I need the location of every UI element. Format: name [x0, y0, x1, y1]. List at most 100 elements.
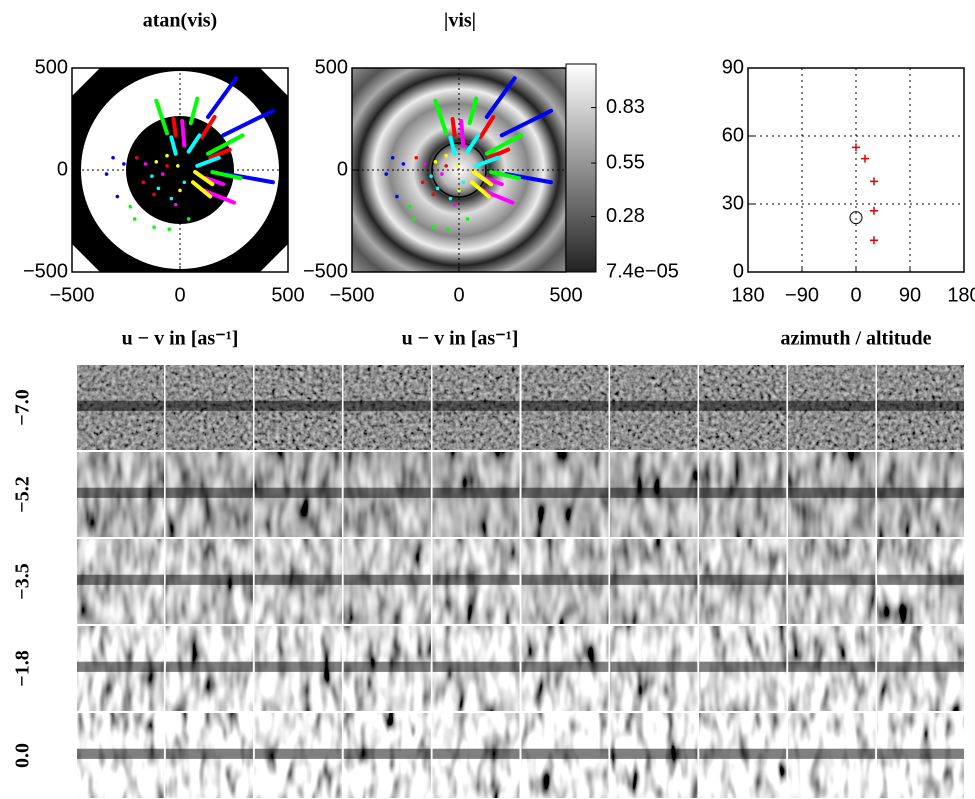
uv-dot: [182, 180, 187, 185]
uv-dot: [104, 172, 109, 176]
image-band: [77, 400, 164, 411]
image-band: [254, 400, 342, 411]
uv-track: [484, 76, 517, 119]
image-band: [521, 574, 609, 585]
y-tick-label: 500: [35, 56, 68, 78]
uv-dot: [150, 174, 154, 178]
uv-track: [195, 155, 221, 168]
uv-dot: [446, 227, 451, 231]
uv-dot: [429, 174, 433, 178]
uv-dot: [390, 155, 395, 160]
image-band: [254, 748, 342, 759]
uv-track: [169, 135, 178, 156]
uv-dot: [461, 180, 466, 185]
image-band: [77, 748, 164, 759]
plot-frame: [747, 67, 965, 273]
uv-track: [478, 114, 496, 140]
uv-track: [448, 135, 457, 156]
x-axis-label: u − v in [as⁻¹]: [122, 328, 239, 350]
uv-track: [188, 96, 200, 126]
uv-dot: [407, 204, 412, 209]
uv-track: [199, 114, 217, 140]
image-band: [788, 487, 876, 498]
x-tick-label: −90: [785, 284, 819, 306]
image-band: [877, 400, 964, 411]
uv-track: [484, 133, 524, 156]
image-band: [788, 574, 876, 585]
image-band: [699, 748, 787, 759]
y-tick-label: 90: [722, 56, 744, 78]
uv-track: [203, 176, 226, 187]
image-band: [610, 400, 698, 411]
image-band: [699, 487, 787, 498]
uv-dot: [135, 155, 139, 160]
image-band: [788, 400, 876, 411]
marker: [849, 211, 863, 225]
uv-dot: [444, 164, 448, 168]
uv-track: [433, 98, 449, 136]
x-tick-label: 180: [731, 284, 764, 306]
image-band: [165, 400, 253, 411]
x-tick-label: 0: [453, 284, 464, 306]
marker: [870, 206, 878, 215]
image-band: [432, 748, 520, 759]
uv-dot: [444, 153, 448, 158]
uv-track: [482, 176, 504, 187]
x-tick-label: 0: [850, 284, 861, 306]
uv-track: [186, 133, 202, 154]
image-band: [699, 661, 787, 672]
image-band: [254, 574, 342, 585]
uv-track: [486, 147, 511, 160]
uv-dot: [440, 172, 444, 176]
image-band: [77, 661, 164, 672]
uv-dot: [165, 153, 169, 158]
uv-track: [208, 147, 232, 160]
image-band: [165, 748, 253, 759]
image-band: [343, 400, 431, 411]
uv-track: [210, 170, 243, 181]
uv-dot: [401, 162, 406, 166]
uv-track: [465, 133, 481, 154]
uv-track: [474, 155, 500, 168]
uv-dot: [111, 155, 115, 160]
uv-dot: [169, 196, 174, 201]
uv-dot: [457, 188, 461, 193]
image-band: [521, 661, 609, 672]
uv-track: [469, 180, 491, 199]
uv-track: [206, 76, 239, 119]
colorbar: [565, 63, 597, 273]
uv-dot: [176, 164, 180, 168]
x-tick-label: −500: [329, 284, 374, 306]
y-tick-label: 0: [337, 158, 348, 180]
uv-dot: [115, 194, 120, 199]
uv-track: [467, 96, 479, 126]
uv-track: [489, 170, 521, 181]
uv-dot: [152, 225, 156, 229]
image-band: [343, 661, 431, 672]
uv-dot: [152, 192, 156, 197]
image-band: [432, 661, 520, 672]
image-band: [165, 661, 253, 672]
uv-dot: [431, 192, 436, 197]
uv-dot: [384, 172, 389, 176]
image-band: [254, 487, 342, 498]
image-band: [877, 487, 964, 498]
uv-track: [206, 133, 245, 156]
y-tick-label: −500: [303, 260, 348, 282]
uv-dot: [414, 155, 419, 160]
uv-dot: [455, 164, 459, 168]
image-band: [343, 574, 431, 585]
uv-dot: [435, 186, 440, 191]
image-band: [699, 400, 787, 411]
x-axis-label: azimuth / altitude: [780, 328, 931, 350]
uv-dot: [160, 172, 165, 176]
uv-dot: [143, 162, 148, 166]
y-tick-label: 30: [722, 192, 744, 214]
x-tick-label: −500: [49, 284, 94, 306]
uv-dot: [448, 196, 453, 201]
x-tick-label: 500: [549, 284, 582, 306]
x-tick-label: 500: [271, 284, 304, 306]
uv-dot: [395, 194, 399, 199]
colorbar-tick-label: 0.55: [606, 151, 645, 173]
uv-dot: [132, 217, 137, 221]
